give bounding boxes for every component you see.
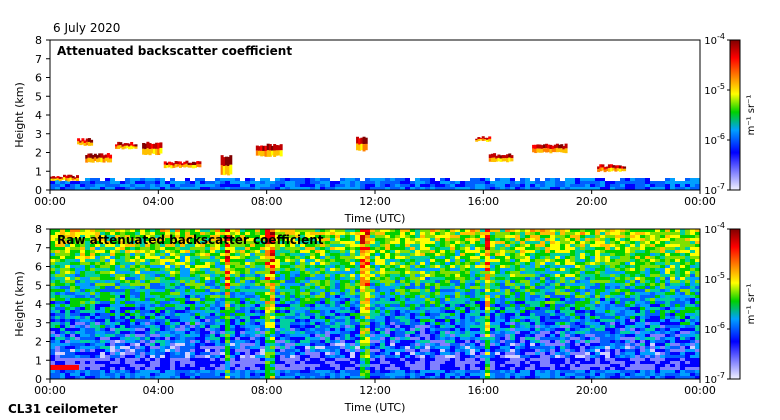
x-tick-label: 00:00 — [34, 195, 66, 208]
cloud-layer-3 — [85, 153, 113, 163]
y-tick-label: 3 — [35, 128, 42, 141]
y-tick-label: 2 — [35, 336, 42, 349]
colorbar-tick-label: 10-5 — [704, 82, 725, 97]
x-tick-label: 08:00 — [251, 384, 283, 397]
date-label: 6 July 2020 — [53, 21, 121, 35]
colorbar-tick-label: 10-4 — [704, 32, 725, 47]
cloud-layer-8 — [255, 143, 283, 157]
cloud-layer-1 — [50, 174, 79, 182]
colorbar-label: m⁻¹ sr⁻¹ — [746, 95, 757, 136]
cloud-layer-13 — [597, 164, 627, 173]
instrument-label: CL31 ceilometer — [8, 402, 118, 416]
y-tick-label: 7 — [35, 242, 42, 255]
colorbar-tick-label: 10-7 — [704, 182, 725, 197]
y-tick-label: 1 — [35, 165, 42, 178]
y-tick-label: 6 — [35, 72, 42, 85]
low-cloud-trace — [50, 364, 79, 370]
panel-title: Attenuated backscatter coefficient — [57, 44, 292, 58]
x-tick-label: 20:00 — [576, 384, 608, 397]
y-tick-label: 0 — [35, 373, 42, 386]
heatmap-field — [50, 229, 700, 379]
colorbar-tick-label: 10-6 — [704, 132, 725, 147]
y-tick-label: 5 — [35, 279, 42, 292]
x-tick-label: 04:00 — [142, 195, 174, 208]
y-tick-label: 7 — [35, 53, 42, 66]
cloud-layer-9 — [356, 136, 368, 152]
y-tick-label: 0 — [35, 184, 42, 197]
x-tick-label: 00:00 — [684, 195, 716, 208]
y-tick-label: 2 — [35, 147, 42, 160]
cloud-layer-5 — [142, 141, 163, 156]
x-tick-label: 08:00 — [251, 195, 283, 208]
x-tick-label: 16:00 — [467, 384, 499, 397]
cloud-layer-11 — [488, 153, 514, 163]
y-tick-label: 6 — [35, 261, 42, 274]
cloud-layer-7 — [220, 155, 233, 176]
x-tick-label: 12:00 — [359, 384, 391, 397]
heatmap-field — [50, 178, 700, 190]
colorbar-tick-label: 10-4 — [704, 221, 725, 236]
cloud-layer-2 — [77, 138, 94, 146]
y-axis-title: Height (km) — [13, 271, 26, 337]
colorbar — [729, 39, 741, 191]
y-axis-title: Height (km) — [13, 82, 26, 148]
colorbar-tick-label: 10-7 — [704, 371, 725, 386]
x-tick-label: 12:00 — [359, 195, 391, 208]
y-tick-label: 8 — [35, 34, 42, 47]
y-tick-label: 4 — [35, 109, 42, 122]
cloud-layer-10 — [475, 136, 492, 142]
colorbar-tick-label: 10-5 — [704, 271, 725, 286]
colorbar-label: m⁻¹ sr⁻¹ — [746, 284, 757, 325]
x-tick-label: 00:00 — [684, 384, 716, 397]
x-axis-title: Time (UTC) — [344, 212, 406, 225]
x-tick-label: 04:00 — [142, 384, 174, 397]
colorbar — [729, 228, 741, 380]
panel-1: Attenuated backscatter coefficient 0 1 2 3 4 5… — [13, 32, 757, 225]
x-axis-title: Time (UTC) — [344, 401, 406, 414]
y-tick-label: 3 — [35, 317, 42, 330]
y-tick-label: 5 — [35, 90, 42, 103]
x-tick-label: 16:00 — [467, 195, 499, 208]
y-tick-label: 4 — [35, 298, 42, 311]
cloud-layer-4 — [115, 141, 138, 150]
x-tick-label: 00:00 — [34, 384, 66, 397]
x-tick-label: 20:00 — [576, 195, 608, 208]
panel-title: Raw attenuated backscatter coefficient — [57, 233, 324, 247]
y-tick-label: 8 — [35, 223, 42, 236]
y-tick-label: 1 — [35, 354, 42, 367]
colorbar-tick-label: 10-6 — [704, 321, 725, 336]
panel-2: Raw attenuated backscatter coefficient 0 1… — [13, 221, 757, 414]
cloud-layer-6 — [163, 160, 202, 169]
cloud-layer-12 — [532, 143, 568, 154]
